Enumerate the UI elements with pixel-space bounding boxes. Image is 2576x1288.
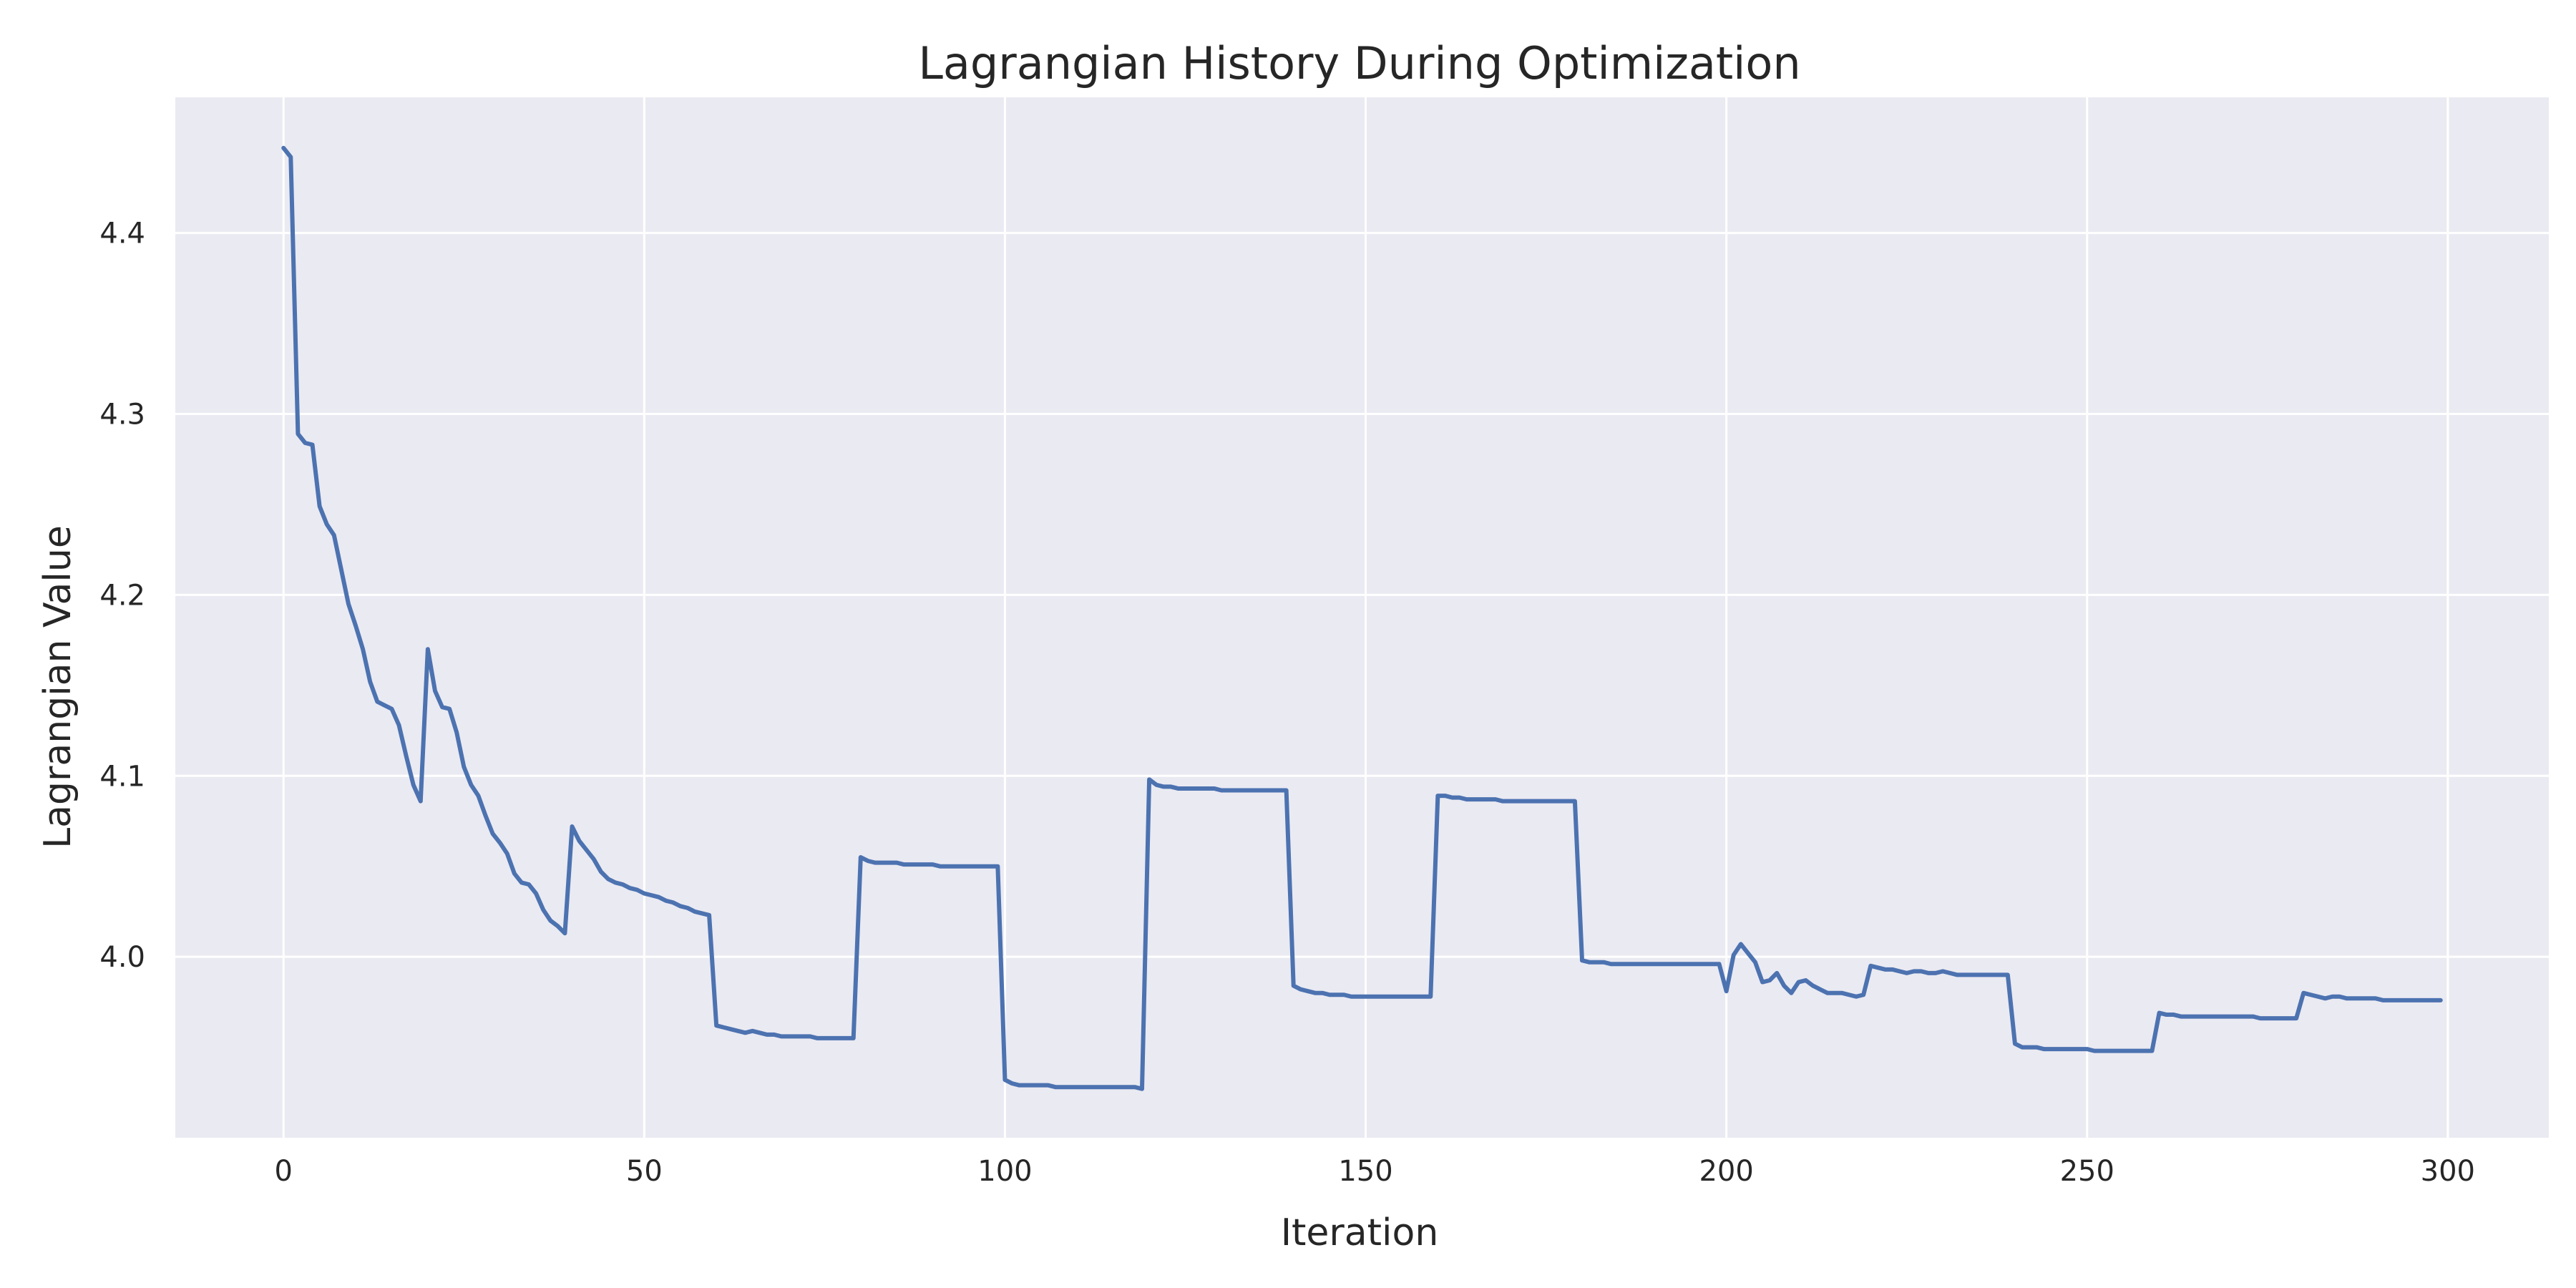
x-tick-label: 100 [977,1155,1032,1188]
x-tick-label: 50 [626,1155,663,1188]
y-tick-labels: 4.0 4.1 4.2 4.3 4.4 [99,218,145,974]
x-tick-label: 250 [2060,1155,2114,1188]
x-tick-label: 150 [1338,1155,1392,1188]
y-tick-label: 4.1 [99,760,145,793]
x-tick-label: 200 [1699,1155,1753,1188]
plot-area [175,97,2549,1138]
x-tick-label: 0 [275,1155,293,1188]
lagrangian-series-line [281,145,2443,1091]
y-tick-label: 4.2 [99,579,145,612]
x-axis-label: Iteration [1281,1211,1439,1254]
chart-title: Lagrangian History During Optimization [918,37,1800,89]
x-tick-label: 300 [2421,1155,2475,1188]
vertical-gridlines [282,97,2449,1138]
y-tick-label: 4.4 [99,218,145,250]
x-tick-labels: 0 50 100 150 200 250 300 [275,1155,2476,1188]
y-axis-label: Lagrangian Value [36,525,79,849]
y-tick-label: 4.3 [99,399,145,431]
horizontal-gridlines [175,232,2549,958]
y-tick-label: 4.0 [99,941,145,974]
